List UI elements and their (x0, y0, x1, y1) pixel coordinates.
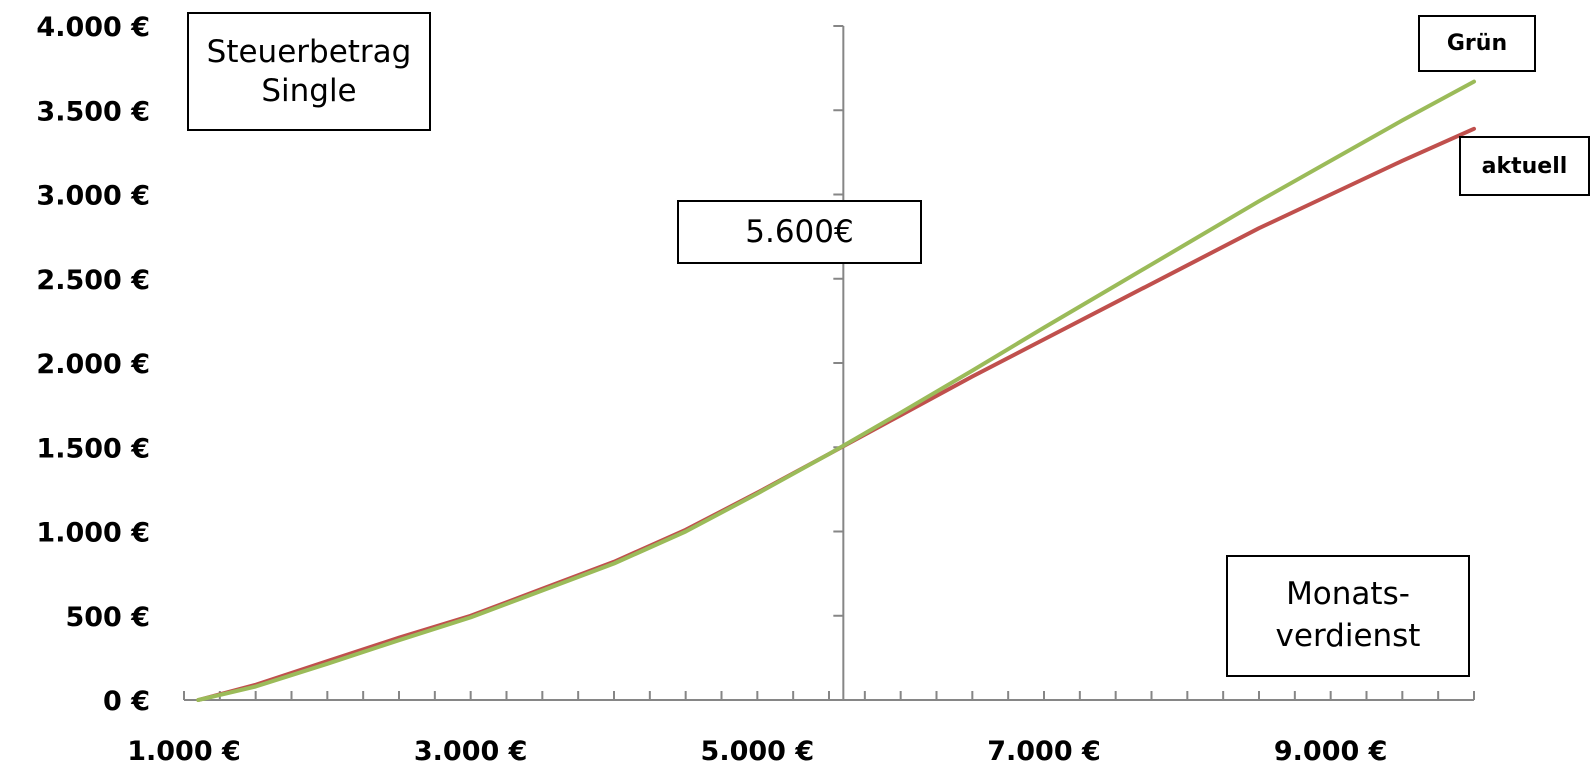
x-tick-label: 9.000 € (1274, 736, 1388, 767)
x-tick-label: 7.000 € (987, 736, 1101, 767)
x-tick-label: 5.000 € (701, 736, 815, 767)
y-tick-label: 500 € (65, 602, 150, 633)
annotation-box: 5.600€ (677, 200, 922, 264)
series-line-gruen (196, 79, 1476, 702)
series-group (196, 79, 1476, 702)
y-tick-label: 1.500 € (36, 433, 150, 464)
legend-aktuell-box: aktuell (1459, 136, 1590, 196)
tick-labels: 0 € 500 € 1.000 € 1.500 € 2.000 € 2.500 € 3.00… (36, 12, 1387, 767)
y-tick-label: 2.000 € (36, 349, 150, 380)
chart-title: Steuerbetrag Single (206, 33, 412, 109)
x-tick-label: 1.000 € (127, 736, 241, 767)
x-tick-label: 3.000 € (414, 736, 528, 767)
y-tick-label: 2.500 € (36, 265, 150, 296)
y-tick-label: 3.500 € (36, 96, 150, 127)
x-axis-label: Monats- verdienst (1275, 576, 1421, 654)
axes (183, 25, 1475, 701)
annotation-label: 5.600€ (745, 214, 854, 250)
y-tick-label: 4.000 € (36, 12, 150, 43)
legend-gruen-label: Grün (1446, 31, 1508, 56)
y-tick-label: 1.000 € (36, 518, 150, 549)
y-tick-label: 0 € (103, 686, 150, 717)
legend-aktuell-label: aktuell (1481, 153, 1568, 179)
y-tick-label: 3.000 € (36, 181, 150, 212)
chart-title-box: Steuerbetrag Single (187, 12, 431, 131)
x-axis-label-box: Monats- verdienst (1226, 555, 1470, 677)
legend-gruen-box: Grün (1418, 15, 1536, 72)
